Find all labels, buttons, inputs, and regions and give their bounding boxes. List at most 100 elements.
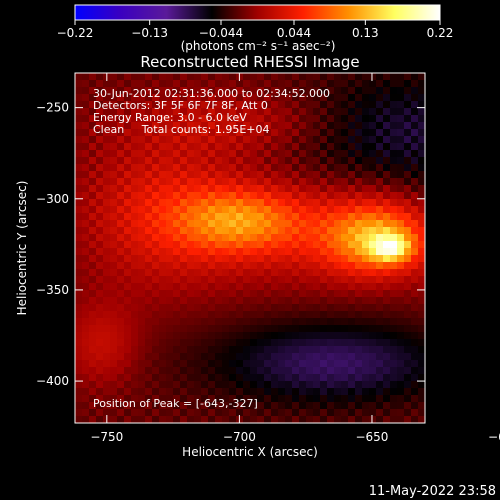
image-pixel bbox=[173, 346, 181, 354]
image-pixel bbox=[383, 297, 391, 305]
image-pixel bbox=[257, 150, 265, 158]
image-pixel bbox=[327, 220, 335, 228]
image-pixel bbox=[201, 283, 209, 291]
image-pixel bbox=[194, 199, 202, 207]
image-pixel bbox=[173, 122, 181, 130]
image-pixel bbox=[348, 178, 356, 186]
image-pixel bbox=[138, 164, 146, 172]
image-pixel bbox=[341, 241, 349, 249]
image-pixel bbox=[383, 311, 391, 319]
image-pixel bbox=[376, 367, 384, 375]
image-pixel bbox=[376, 262, 384, 270]
image-pixel bbox=[383, 367, 391, 375]
image-pixel bbox=[201, 325, 209, 333]
image-pixel bbox=[187, 115, 195, 123]
image-pixel bbox=[173, 171, 181, 179]
image-pixel bbox=[306, 416, 314, 424]
image-pixel bbox=[390, 402, 398, 410]
image-pixel bbox=[166, 234, 174, 242]
image-pixel bbox=[194, 353, 202, 361]
image-pixel bbox=[376, 269, 384, 277]
image-pixel bbox=[229, 297, 237, 305]
image-pixel bbox=[166, 374, 174, 382]
image-pixel bbox=[285, 101, 293, 109]
image-pixel bbox=[376, 255, 384, 263]
image-pixel bbox=[285, 311, 293, 319]
image-pixel bbox=[222, 297, 230, 305]
image-pixel bbox=[152, 353, 160, 361]
image-pixel bbox=[369, 108, 377, 116]
image-pixel bbox=[103, 234, 111, 242]
image-pixel bbox=[264, 269, 272, 277]
image-pixel bbox=[404, 213, 412, 221]
image-pixel bbox=[369, 206, 377, 214]
image-pixel bbox=[180, 304, 188, 312]
image-pixel bbox=[110, 318, 118, 326]
image-pixel bbox=[243, 241, 251, 249]
image-pixel bbox=[418, 346, 426, 354]
image-pixel bbox=[187, 367, 195, 375]
image-pixel bbox=[152, 311, 160, 319]
image-pixel bbox=[306, 143, 314, 151]
image-pixel bbox=[222, 164, 230, 172]
image-pixel bbox=[397, 311, 405, 319]
image-pixel bbox=[243, 73, 251, 81]
image-pixel bbox=[404, 150, 412, 158]
image-pixel bbox=[390, 276, 398, 284]
image-pixel bbox=[180, 325, 188, 333]
image-pixel bbox=[355, 234, 363, 242]
image-pixel bbox=[236, 136, 244, 144]
image-pixel bbox=[243, 108, 251, 116]
image-pixel bbox=[173, 192, 181, 200]
image-pixel bbox=[201, 150, 209, 158]
image-pixel bbox=[292, 367, 300, 375]
image-pixel bbox=[152, 199, 160, 207]
image-pixel bbox=[355, 199, 363, 207]
image-pixel bbox=[159, 220, 167, 228]
image-pixel bbox=[145, 227, 153, 235]
image-pixel bbox=[117, 339, 125, 347]
image-pixel bbox=[201, 108, 209, 116]
image-pixel bbox=[250, 318, 258, 326]
image-pixel bbox=[278, 416, 286, 424]
image-pixel bbox=[257, 234, 265, 242]
y-tick-label: −300 bbox=[36, 192, 69, 206]
image-pixel bbox=[75, 206, 83, 214]
image-pixel bbox=[201, 318, 209, 326]
image-pixel bbox=[285, 73, 293, 81]
image-pixel bbox=[138, 381, 146, 389]
image-pixel bbox=[313, 73, 321, 81]
image-pixel bbox=[124, 290, 132, 298]
image-pixel bbox=[236, 325, 244, 333]
image-pixel bbox=[208, 115, 216, 123]
image-pixel bbox=[124, 416, 132, 424]
image-pixel bbox=[257, 101, 265, 109]
image-pixel bbox=[159, 108, 167, 116]
image-pixel bbox=[313, 318, 321, 326]
image-pixel bbox=[362, 360, 370, 368]
image-pixel bbox=[236, 269, 244, 277]
image-pixel bbox=[355, 255, 363, 263]
image-pixel bbox=[369, 73, 377, 81]
image-pixel bbox=[103, 353, 111, 361]
image-pixel bbox=[411, 80, 419, 88]
image-pixel bbox=[96, 220, 104, 228]
image-pixel bbox=[313, 171, 321, 179]
image-pixel bbox=[243, 255, 251, 263]
image-pixel bbox=[82, 395, 90, 403]
image-pixel bbox=[222, 192, 230, 200]
image-pixel bbox=[404, 304, 412, 312]
image-pixel bbox=[208, 283, 216, 291]
image-pixel bbox=[334, 164, 342, 172]
image-pixel bbox=[166, 122, 174, 130]
image-pixel bbox=[411, 381, 419, 389]
image-pixel bbox=[117, 353, 125, 361]
image-pixel bbox=[348, 185, 356, 193]
image-pixel bbox=[250, 304, 258, 312]
image-pixel bbox=[418, 269, 426, 277]
image-pixel bbox=[355, 213, 363, 221]
image-pixel bbox=[362, 129, 370, 137]
image-pixel bbox=[194, 304, 202, 312]
image-pixel bbox=[243, 227, 251, 235]
image-pixel bbox=[201, 213, 209, 221]
